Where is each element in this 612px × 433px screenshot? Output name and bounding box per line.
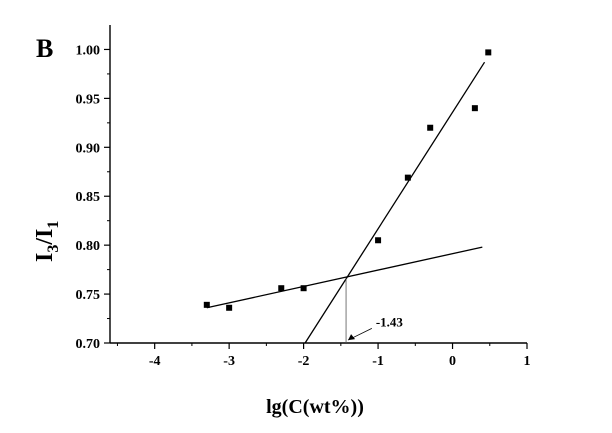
x-axis-title: lg(C(wt%)) <box>266 396 364 418</box>
y-axis-title-sep: /I <box>32 229 58 246</box>
plot-area: 0.70 0.75 0.80 0.85 0.90 0.95 1.00 -4 -3 -2 -1 0 1 -1… <box>76 25 531 369</box>
y-tick-label: 0.80 <box>76 239 101 254</box>
y-tick-label: 0.95 <box>76 92 101 107</box>
data-point <box>278 285 285 292</box>
y-tick-label: 0.90 <box>76 141 101 156</box>
data-point <box>300 285 307 292</box>
y-axis-title: I3/I1 <box>32 221 62 262</box>
data-point <box>375 237 382 244</box>
x-tick-label: -1 <box>372 354 384 369</box>
panel-label: B <box>36 34 53 63</box>
fit-line <box>304 61 486 344</box>
y-tick-label: 0.75 <box>76 288 101 303</box>
x-tick-label: 0 <box>449 354 456 369</box>
y-tick-label: 1.00 <box>76 43 101 58</box>
y-tick-label: 0.70 <box>76 337 101 352</box>
x-tick-label: -3 <box>223 354 235 369</box>
data-point <box>485 49 492 56</box>
fit-line <box>206 246 483 309</box>
annotation-arrow-head <box>348 334 356 341</box>
y-axis-title-sub2: 1 <box>45 221 62 229</box>
data-point <box>404 174 411 181</box>
y-tick-label: 0.85 <box>76 190 101 205</box>
x-tick-label: -4 <box>149 354 161 369</box>
annotation-label: -1.43 <box>376 314 404 329</box>
data-point <box>226 304 233 311</box>
x-tick-label: -2 <box>298 354 310 369</box>
y-axis-title-sub1: 3 <box>45 245 62 253</box>
data-point <box>471 105 478 112</box>
data-point <box>427 124 434 131</box>
y-axis-title-main: I <box>32 253 58 262</box>
data-point <box>203 301 210 308</box>
x-tick-label: 1 <box>524 354 531 369</box>
